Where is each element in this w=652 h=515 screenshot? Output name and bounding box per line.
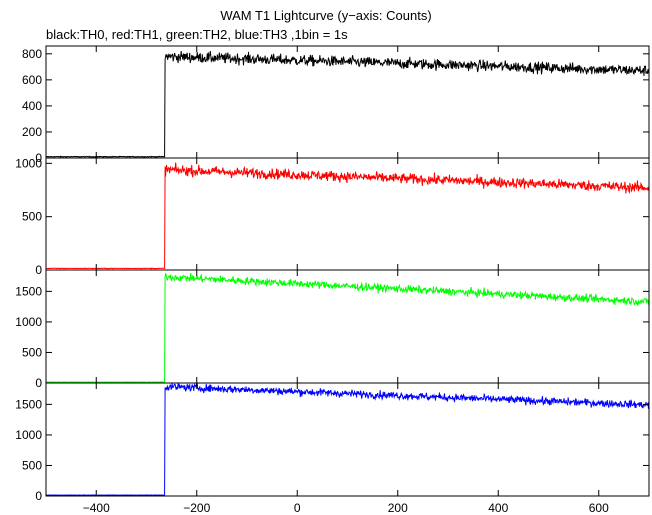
panel-frame-3 (45, 269, 650, 384)
x-tick-label: −200 (183, 501, 210, 515)
y-tick-label: 1500 (15, 284, 42, 298)
x-tick-label: 600 (589, 501, 609, 515)
y-tick-label: 1000 (15, 315, 42, 329)
y-tick-label: 500 (22, 210, 42, 224)
y-tick-label: 200 (22, 125, 42, 139)
y-tick-label: 0 (35, 376, 42, 390)
y-tick-label: 600 (22, 73, 42, 87)
panel-frame-4 (45, 382, 650, 497)
y-tick-label: 0 (35, 489, 42, 503)
x-tick-label: 200 (388, 501, 408, 515)
y-tick-label: 1000 (15, 428, 42, 442)
chart-subtitle: black:TH0, red:TH1, green:TH2, blue:TH3 … (46, 27, 348, 42)
y-tick-label: 500 (22, 345, 42, 359)
series-line-th2 (45, 272, 650, 383)
panel-frame-1 (45, 45, 650, 159)
x-tick-label: 400 (488, 501, 508, 515)
y-tick-label: 400 (22, 99, 42, 113)
y-tick-label: 800 (22, 47, 42, 61)
x-tick-label: 0 (294, 501, 301, 515)
chart-title: WAM T1 Lightcurve (y−axis: Counts) (220, 8, 432, 23)
y-tick-label: 0 (35, 151, 42, 165)
series-line-th0 (45, 51, 650, 158)
x-tick-label: −400 (83, 501, 110, 515)
y-tick-label: 1000 (15, 156, 42, 170)
y-tick-label: 1500 (15, 397, 42, 411)
series-line-th1 (45, 162, 650, 270)
series-line-th3 (45, 381, 650, 496)
y-tick-label: 0 (35, 263, 42, 277)
y-tick-label: 500 (22, 458, 42, 472)
